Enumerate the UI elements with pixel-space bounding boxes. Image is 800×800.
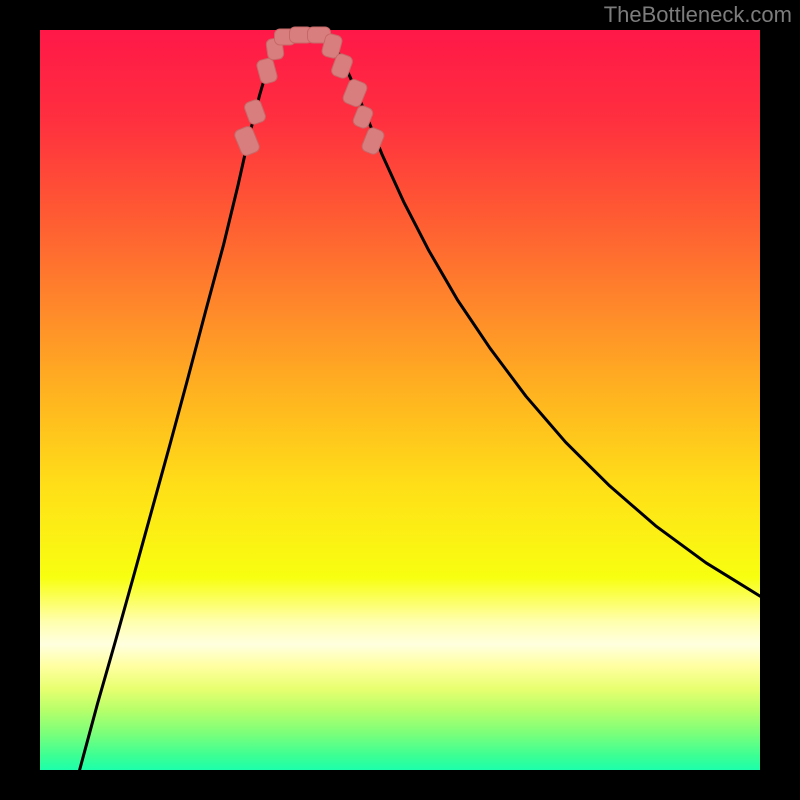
watermark-text: TheBottleneck.com	[604, 2, 792, 28]
chart-frame: TheBottleneck.com	[0, 0, 800, 800]
plot-area	[40, 30, 760, 770]
curve-path	[80, 34, 760, 770]
bottleneck-curve	[40, 30, 760, 770]
